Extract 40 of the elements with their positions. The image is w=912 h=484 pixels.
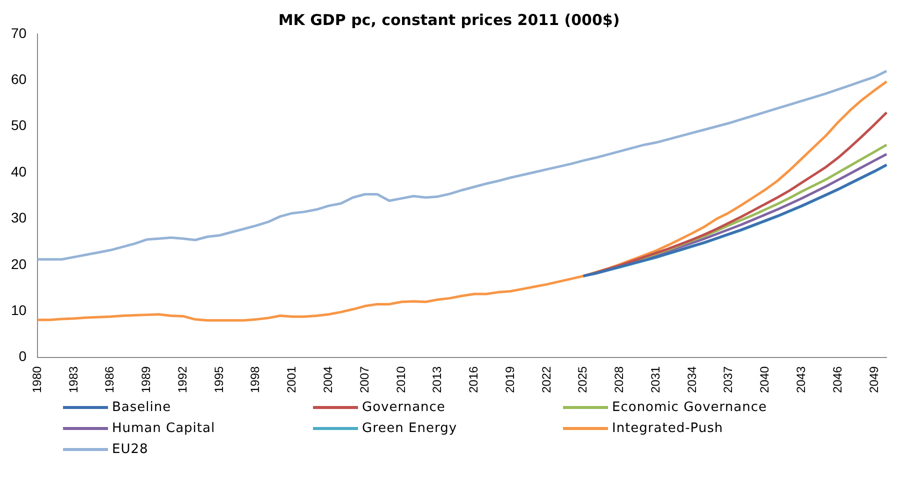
x-tick-label: 2031	[648, 366, 662, 394]
x-tick-label: 2034	[684, 366, 699, 394]
legend-label: Integrated-Push	[612, 421, 724, 436]
x-tick-label: 2046	[830, 366, 844, 394]
y-tick-label: 60	[10, 71, 27, 88]
y-tick-label: 20	[10, 256, 27, 272]
x-tick-label: 2043	[794, 366, 808, 394]
legend-label: Economic Governance	[612, 400, 767, 415]
x-tick-label: 2040	[758, 366, 772, 394]
x-tick-label: 2010	[394, 366, 408, 394]
y-tick-label: 30	[10, 210, 27, 226]
x-tick-label: 2007	[357, 366, 372, 394]
x-tick-label: 1992	[175, 366, 190, 394]
legend-label: Governance	[362, 400, 446, 415]
y-tick-label: 0	[18, 348, 27, 364]
chart-title: MK GDP pc, constant prices 2011 (000$)	[278, 10, 620, 29]
x-tick-label: 1983	[66, 366, 80, 394]
legend-label: Human Capital	[112, 421, 216, 436]
x-tick-label: 1980	[30, 366, 44, 394]
legend-label: Green Energy	[362, 421, 458, 436]
x-tick-label: 2004	[320, 366, 335, 394]
x-tick-label: 1998	[248, 366, 262, 394]
x-tick-label: 2016	[466, 366, 481, 394]
y-tick-label: 70	[10, 24, 27, 41]
x-tick-label: 2049	[866, 366, 881, 394]
y-tick-label: 10	[10, 302, 27, 318]
y-tick-label: 50	[10, 117, 27, 134]
x-tick-label: 2022	[539, 366, 554, 394]
x-tick-label: 1986	[102, 366, 117, 394]
y-tick-label: 40	[10, 163, 27, 180]
x-tick-label: 2001	[284, 366, 299, 394]
x-tick-label: 2037	[721, 366, 736, 394]
x-tick-label: 2019	[502, 366, 517, 394]
x-tick-label: 1995	[212, 366, 226, 394]
x-tick-label: 2025	[576, 366, 590, 394]
x-tick-label: 2028	[612, 366, 626, 394]
x-tick-label: 1989	[139, 366, 154, 394]
legend-label: Baseline	[112, 400, 172, 415]
x-tick-label: 2013	[430, 366, 444, 394]
legend-label: EU28	[112, 442, 148, 457]
